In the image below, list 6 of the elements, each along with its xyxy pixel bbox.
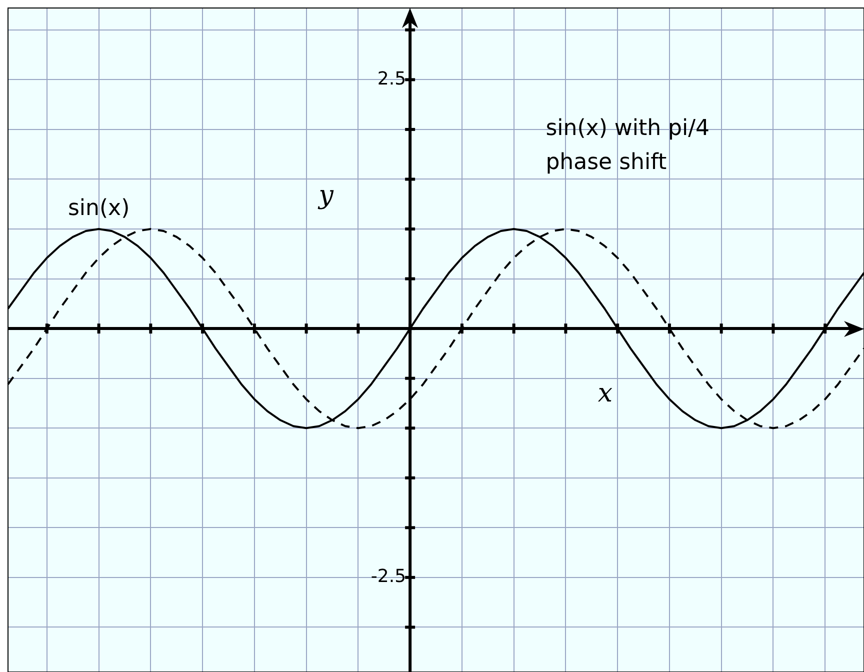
y-tick-label: 2.5 xyxy=(377,68,406,90)
series-label: sin(x) xyxy=(68,196,130,221)
y-axis-title: y xyxy=(318,180,334,210)
x-axis-title: x xyxy=(598,378,613,408)
text: sin(x) with pi/4 phase shift xyxy=(546,116,710,175)
y-tick-label: -2.5 xyxy=(370,566,406,588)
